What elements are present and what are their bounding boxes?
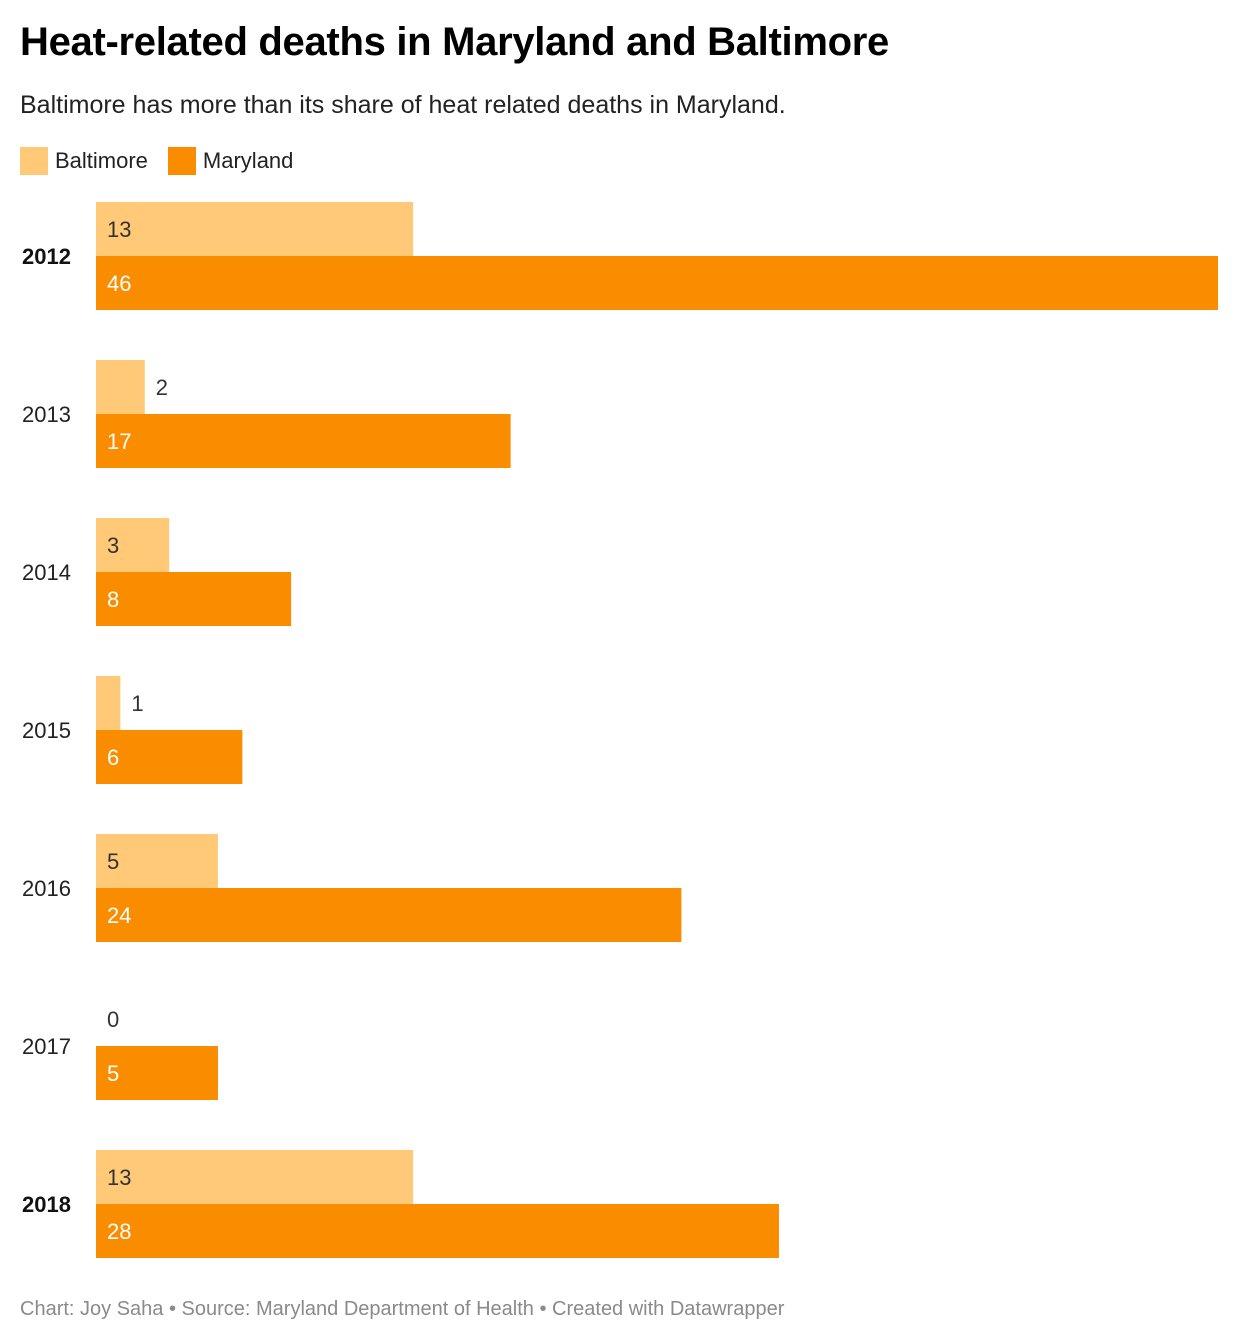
bar-maryland-2018 (96, 1204, 779, 1258)
bar-baltimore-2018 (96, 1150, 414, 1204)
bar-maryland-2015 (96, 730, 243, 784)
value-label-baltimore-2015: 1 (131, 691, 143, 716)
bar-maryland-2012 (96, 256, 1218, 310)
chart-title: Heat-related deaths in Maryland and Balt… (20, 20, 889, 64)
value-label-maryland-2018: 28 (107, 1219, 131, 1244)
category-label-2015: 2015 (22, 718, 71, 743)
value-label-maryland-2015: 6 (107, 745, 119, 770)
legend-item-maryland: Maryland (167, 147, 294, 175)
chart-footer: Chart: Joy Saha • Source: Maryland Depar… (20, 1298, 785, 1320)
bar-maryland-2014 (96, 572, 292, 626)
bar-chart: 2012 13 46 2013 2 17 2014 3 8 2015 1 6 2016 5 24 2017 0 5… (22, 202, 1218, 1258)
bar-baltimore-2013 (96, 360, 145, 414)
value-label-baltimore-2013: 2 (156, 375, 168, 400)
bar-baltimore-2014 (96, 518, 170, 572)
value-label-maryland-2012: 46 (107, 271, 131, 296)
value-label-maryland-2014: 8 (107, 587, 119, 612)
value-label-maryland-2016: 24 (107, 903, 131, 928)
value-label-maryland-2013: 17 (107, 429, 131, 454)
category-label-2013: 2013 (22, 402, 71, 427)
legend-label-baltimore: Baltimore (55, 148, 148, 173)
legend-swatch-baltimore (20, 147, 48, 175)
category-label-2017: 2017 (22, 1034, 71, 1059)
value-label-baltimore-2018: 13 (107, 1165, 131, 1190)
value-label-baltimore-2012: 13 (107, 217, 131, 242)
category-label-2014: 2014 (22, 560, 71, 585)
bar-baltimore-2016 (96, 834, 218, 888)
value-label-baltimore-2014: 3 (107, 533, 119, 558)
value-label-maryland-2017: 5 (107, 1061, 119, 1086)
category-label-2018: 2018 (22, 1192, 71, 1217)
legend: Baltimore Maryland (20, 146, 313, 176)
chart-subtitle: Baltimore has more than its share of hea… (20, 91, 786, 119)
value-label-baltimore-2016: 5 (107, 849, 119, 874)
category-label-2012: 2012 (22, 244, 71, 269)
bar-maryland-2013 (96, 414, 511, 468)
bar-baltimore-2012 (96, 202, 414, 256)
category-label-2016: 2016 (22, 876, 71, 901)
legend-label-maryland: Maryland (202, 148, 294, 173)
bar-maryland-2016 (96, 888, 682, 942)
value-label-baltimore-2017: 0 (107, 1007, 119, 1032)
bar-baltimore-2015 (96, 676, 121, 730)
legend-item-baltimore: Baltimore (20, 147, 148, 175)
legend-swatch-maryland (167, 147, 196, 175)
bar-maryland-2017 (96, 1046, 218, 1100)
